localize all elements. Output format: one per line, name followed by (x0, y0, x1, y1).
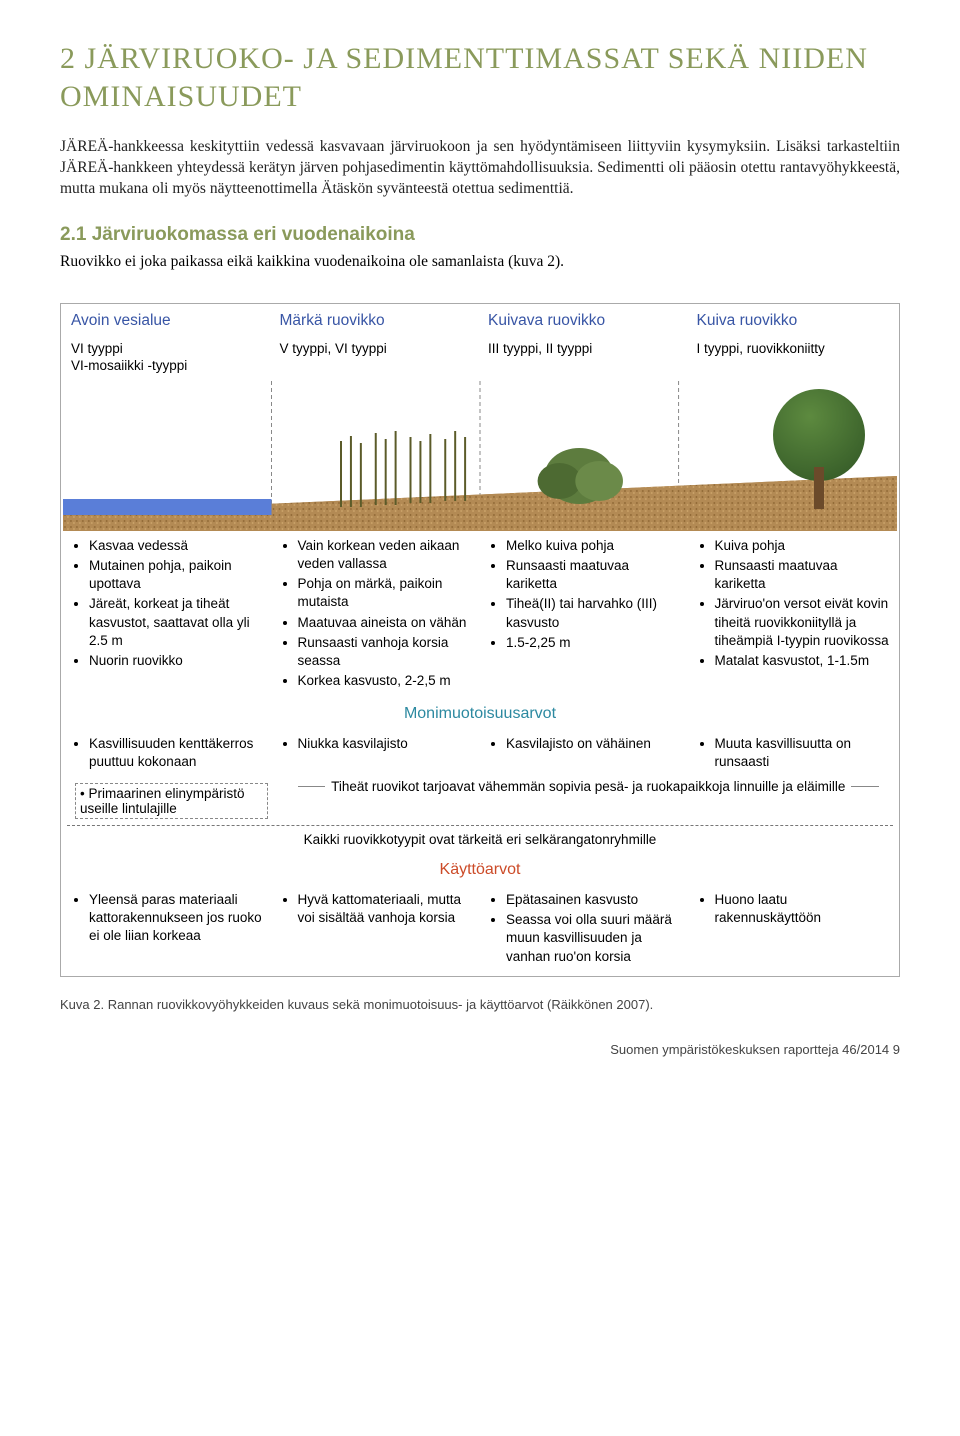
bullet-item: Kasvilajisto on vähäinen (506, 735, 681, 753)
bullet-item: Huono laatu rakennuskäyttöön (715, 891, 890, 927)
bullet-item: Muuta kasvillisuutta on runsaasti (715, 735, 890, 771)
characteristics-row: Kasvaa vedessä Mutainen pohja, paikoin up… (63, 531, 897, 699)
page-footer: Suomen ympäristökeskuksen raportteja 46/… (60, 1042, 900, 1057)
zone-types: III tyyppi, II tyyppi (488, 340, 681, 358)
bullet-item: Järeät, korkeat ja tiheät kasvustot, saa… (89, 595, 264, 650)
bullet-item: Matalat kasvustot, 1-1.5m (715, 652, 890, 670)
primary-habitat-box: • Primaarinen elinympäristö useille lint… (75, 783, 268, 819)
bullet-list: Niukka kasvilajisto (280, 735, 473, 753)
zone-title: Avoin vesialue (71, 312, 264, 330)
intro-paragraph: JÄREÄ-hankkeessa keskityttiin vedessä ka… (60, 137, 900, 200)
bullet-item: Vain korkean veden aikaan veden vallassa (298, 537, 473, 573)
bullet-list: Yleensä paras materiaali kattorakennukse… (71, 891, 264, 946)
biodiversity-row: Kasvillisuuden kenttäkerros puuttuu koko… (63, 729, 897, 779)
bullet-list: Epätasainen kasvusto Seassa voi olla suur… (488, 891, 681, 966)
bullet-list: Kasvilajisto on vähäinen (488, 735, 681, 753)
bullet-item: Runsaasti vanhoja korsia seassa (298, 634, 473, 670)
bullet-item: Tiheä(II) tai harvahko (III) kasvusto (506, 595, 681, 631)
figure-2: Avoin vesialue VI tyyppiVI-mosaiikki -ty… (60, 303, 900, 977)
bullet-list: Kuiva pohja Runsaasti maatuvaa karikettaJ… (697, 537, 890, 671)
zone-title: Märkä ruovikko (280, 312, 473, 330)
use-values-row: Yleensä paras materiaali kattorakennukse… (63, 885, 897, 974)
bullet-list: Huono laatu rakennuskäyttöön (697, 891, 890, 927)
bullet-item: Pohja on märkä, paikoin mutaista (298, 575, 473, 611)
chapter-title: 2 JÄRVIRUOKO- JA SEDIMENTTIMASSAT SEKÄ N… (60, 40, 900, 115)
bullet-item: Runsaasti maatuvaa kariketta (506, 557, 681, 593)
bullet-item: Melko kuiva pohja (506, 537, 681, 555)
section-heading: 2.1 Järviruokomassa eri vuodenaikoina (60, 224, 900, 246)
primary-habitat-text: Primaarinen elinympäristö useille lintul… (80, 786, 245, 816)
zone-types: I tyyppi, ruovikkoniitty (697, 340, 890, 358)
bullet-list: Hyvä kattomateriaali, mutta voi sisältää… (280, 891, 473, 927)
zone-title: Kuivava ruovikko (488, 312, 681, 330)
zone-types: VI tyyppiVI-mosaiikki -tyyppi (71, 340, 264, 375)
bullet-list: Kasvaa vedessä Mutainen pohja, paikoin up… (71, 537, 264, 671)
span-all-types: Kaikki ruovikkotyypit ovat tärkeitä eri … (63, 828, 897, 855)
bullet-item: Nuorin ruovikko (89, 652, 264, 670)
bullet-item: Niukka kasvilajisto (298, 735, 473, 753)
zone-header-row: Avoin vesialue VI tyyppiVI-mosaiikki -ty… (63, 306, 897, 381)
bullet-item: Mutainen pohja, paikoin upottava (89, 557, 264, 593)
section-text: Ruovikko ei joka paikassa eikä kaikkina … (60, 252, 900, 273)
kayttoarvot-label: Käyttöarvot (63, 855, 897, 885)
bullet-item: Hyvä kattomateriaali, mutta voi sisältää… (298, 891, 473, 927)
zone-title: Kuiva ruovikko (697, 312, 890, 330)
span-tiheat: Tiheät ruovikot tarjoavat vähemmän sopiv… (331, 779, 845, 794)
bullet-item: Runsaasti maatuvaa kariketta (715, 557, 890, 593)
bullet-item: Maatuvaa aineista on vähän (298, 614, 473, 632)
figure-caption: Kuva 2. Rannan ruovikkovyöhykkeiden kuva… (60, 997, 900, 1012)
bullet-item: Seassa voi olla suuri määrä muun kasvill… (506, 911, 681, 966)
cross-section-diagram (63, 381, 897, 531)
bullet-item: Yleensä paras materiaali kattorakennukse… (89, 891, 264, 946)
bullet-item: Kuiva pohja (715, 537, 890, 555)
bullet-item: Kasvaa vedessä (89, 537, 264, 555)
bullet-list: Muuta kasvillisuutta on runsaasti (697, 735, 890, 771)
bullet-list: Vain korkean veden aikaan veden vallassa… (280, 537, 473, 691)
bullet-list: Melko kuiva pohja Runsaasti maatuvaa kari… (488, 537, 681, 652)
monimuotoisuus-label: Monimuotoisuusarvot (63, 699, 897, 729)
bullet-item: Korkea kasvusto, 2-2,5 m (298, 672, 473, 690)
bullet-item: Kasvillisuuden kenttäkerros puuttuu koko… (89, 735, 264, 771)
tree-icon (759, 389, 879, 509)
bullet-list: Kasvillisuuden kenttäkerros puuttuu koko… (71, 735, 264, 771)
bullet-item: Epätasainen kasvusto (506, 891, 681, 909)
bullet-item: 1.5-2,25 m (506, 634, 681, 652)
bullet-item: Järviruo'on versot eivät kovin tiheitä r… (715, 595, 890, 650)
zone-types: V tyyppi, VI tyyppi (280, 340, 473, 358)
